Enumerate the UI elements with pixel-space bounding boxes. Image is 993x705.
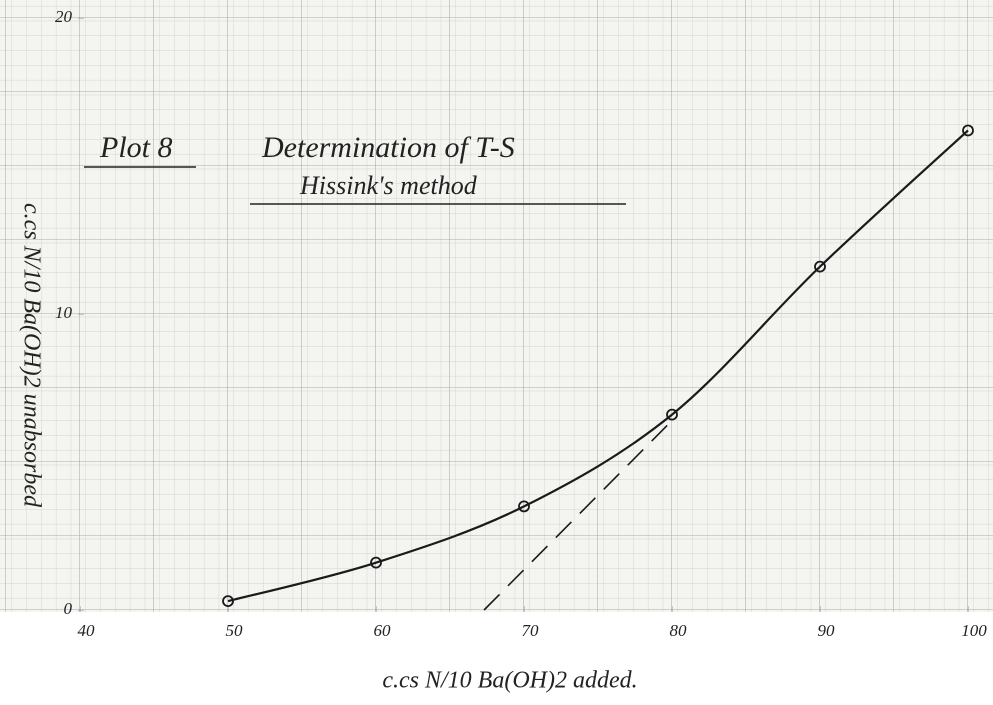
y-axis-label: c.cs N/10 Ba(OH)2 unabsorbed bbox=[18, 203, 44, 508]
chart: Plot 8 Determination of T-S Hissink's me… bbox=[0, 0, 993, 705]
x-tick-label: 50 bbox=[226, 621, 244, 640]
x-tick-label: 60 bbox=[374, 621, 392, 640]
x-tick-label: 90 bbox=[818, 621, 836, 640]
y-tick-label: 0 bbox=[64, 599, 73, 618]
x-tick-label: 40 bbox=[78, 621, 96, 640]
chart-subtitle: Hissink's method bbox=[299, 171, 478, 200]
chart-title: Determination of T-S bbox=[261, 131, 515, 164]
x-tick-label: 80 bbox=[670, 621, 688, 640]
page: {"chart_data": { "type": "line", "plot_l… bbox=[0, 0, 993, 705]
y-tick-label: 20 bbox=[55, 7, 73, 26]
x-tick-label: 100 bbox=[961, 621, 987, 640]
plot-label: Plot 8 bbox=[99, 131, 173, 164]
y-tick-label: 10 bbox=[55, 303, 73, 322]
x-axis-label: c.cs N/10 Ba(OH)2 added. bbox=[382, 668, 637, 694]
x-tick-label: 70 bbox=[522, 621, 540, 640]
